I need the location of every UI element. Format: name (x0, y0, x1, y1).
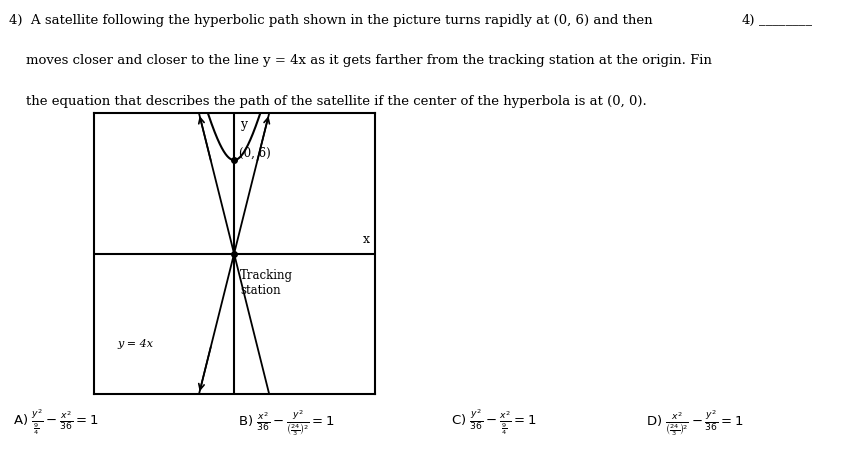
Text: moves closer and closer to the line y = 4x as it gets farther from the tracking : moves closer and closer to the line y = … (9, 54, 712, 67)
Text: 4)  A satellite following the hyperbolic path shown in the picture turns rapidly: 4) A satellite following the hyperbolic … (9, 14, 652, 27)
Text: D) $\frac{x^2}{\left(\frac{24}{3}\right)^{\!2}} - \frac{y^2}{36} = 1$: D) $\frac{x^2}{\left(\frac{24}{3}\right)… (646, 408, 744, 438)
Text: Tracking
station: Tracking station (240, 269, 293, 297)
Text: C) $\frac{y^2}{36} - \frac{x^2}{\frac{9}{4}} = 1$: C) $\frac{y^2}{36} - \frac{x^2}{\frac{9}… (451, 408, 537, 438)
Text: 4): 4) (741, 14, 755, 27)
Text: y: y (240, 118, 247, 131)
Text: B) $\frac{x^2}{36} - \frac{y^2}{\left(\frac{24}{3}\right)^{\!2}} = 1$: B) $\frac{x^2}{36} - \frac{y^2}{\left(\f… (238, 408, 336, 438)
Text: y = 4x: y = 4x (117, 339, 153, 349)
Text: the equation that describes the path of the satellite if the center of the hyper: the equation that describes the path of … (9, 95, 647, 108)
Text: x: x (362, 233, 370, 246)
Text: ________: ________ (759, 14, 812, 27)
Text: A) $\frac{y^2}{\frac{9}{4}} - \frac{x^2}{36} = 1$: A) $\frac{y^2}{\frac{9}{4}} - \frac{x^2}… (13, 408, 99, 438)
Text: (0, 6): (0, 6) (238, 147, 271, 160)
